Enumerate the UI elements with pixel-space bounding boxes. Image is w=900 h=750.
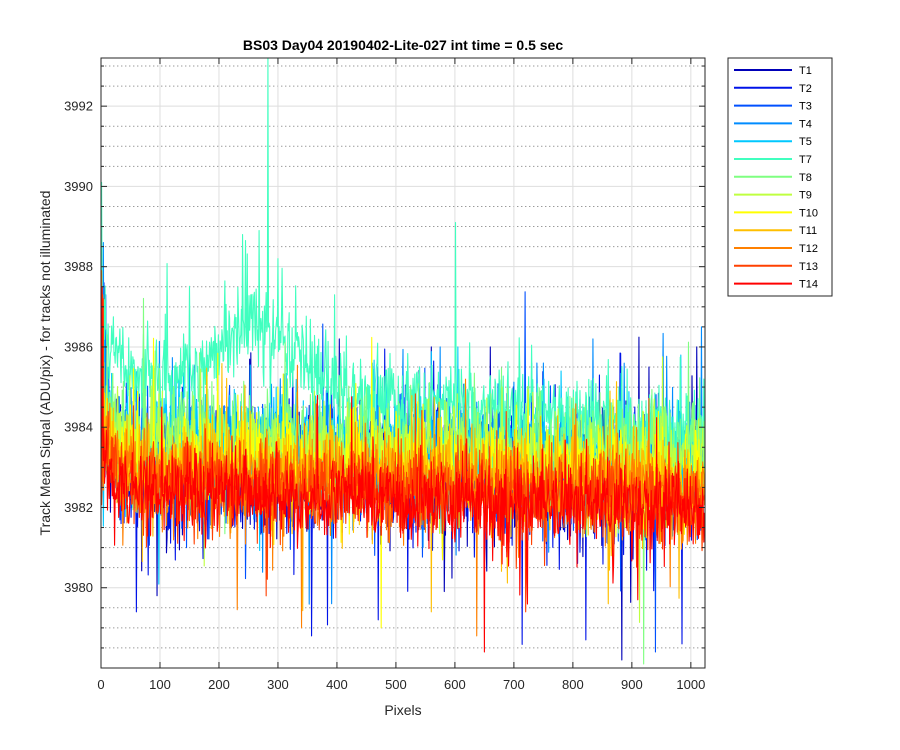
- legend-label: T4: [799, 118, 812, 130]
- legend-label: T10: [799, 207, 818, 219]
- x-tick-labels: 0 100 200 300 400 500 600 700 800 900 1000: [97, 677, 705, 692]
- legend-label: T8: [799, 172, 812, 184]
- x-tick-label: 0: [97, 677, 104, 692]
- legend-label: T14: [799, 279, 818, 291]
- series-line-t7: [101, 58, 705, 490]
- series-group: [101, 58, 705, 665]
- legend-label: T5: [799, 136, 812, 148]
- x-tick-label: 900: [621, 677, 643, 692]
- legend-item-t1: T1: [734, 65, 812, 77]
- legend-label: T9: [799, 190, 812, 202]
- chart-title: BS03 Day04 20190402-Lite-027 int time = …: [243, 37, 563, 53]
- y-tick-labels: 3980 3982 3984 3986 3988 3990 3992: [64, 99, 93, 596]
- y-tick-label: 3982: [64, 500, 93, 515]
- legend: T1 T2 T3 T4 T5 T7 T8 T9 T10 T11 T12 T13 T14: [727, 57, 833, 297]
- x-tick-label: 700: [503, 677, 525, 692]
- y-tick-label: 3992: [64, 99, 93, 114]
- x-tick-label: 800: [562, 677, 584, 692]
- x-axis-label: Pixels: [384, 702, 421, 718]
- x-tick-label: 400: [326, 677, 348, 692]
- legend-item-t4: T4: [734, 118, 812, 130]
- y-axis-label: Track Mean Signal (ADU/pix) - for tracks…: [37, 191, 53, 536]
- legend-item-t12: T12: [734, 243, 818, 255]
- y-tick-label: 3988: [64, 259, 93, 274]
- legend-item-t10: T10: [734, 207, 818, 219]
- legend-label: T11: [799, 225, 817, 237]
- legend-item-t8: T8: [734, 172, 812, 184]
- legend-label: T7: [799, 154, 812, 166]
- legend-item-t5: T5: [734, 136, 812, 148]
- x-tick-label: 300: [267, 677, 289, 692]
- y-tick-label: 3990: [64, 179, 93, 194]
- legend-item-t9: T9: [734, 190, 812, 202]
- x-tick-label: 200: [208, 677, 230, 692]
- legend-item-t13: T13: [734, 261, 818, 273]
- legend-item-t14: T14: [734, 279, 818, 291]
- legend-item-t3: T3: [734, 101, 812, 113]
- x-tick-label: 1000: [676, 677, 705, 692]
- legend-item-t2: T2: [734, 83, 812, 95]
- legend-label: T2: [799, 83, 812, 95]
- legend-label: T1: [799, 65, 812, 77]
- y-tick-label: 3984: [64, 420, 93, 435]
- axis-ticks: [100, 58, 705, 668]
- legend-label: T3: [799, 101, 812, 113]
- series-line-t14: [101, 286, 705, 653]
- legend-label: T12: [799, 243, 818, 255]
- y-tick-label: 3980: [64, 580, 93, 595]
- x-tick-label: 500: [385, 677, 407, 692]
- legend-item-t11: T11: [734, 225, 817, 237]
- y-tick-label: 3986: [64, 339, 93, 354]
- plot-frame: [100, 57, 706, 669]
- legend-label: T13: [799, 261, 818, 273]
- legend-item-t7: T7: [734, 154, 812, 166]
- x-tick-label: 100: [149, 677, 171, 692]
- x-tick-label: 600: [444, 677, 466, 692]
